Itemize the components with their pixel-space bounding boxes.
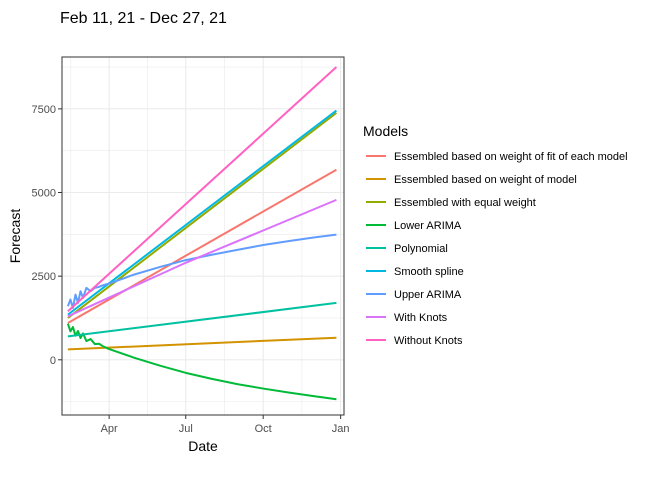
legend-label: Smooth spline xyxy=(394,266,464,278)
x-tick-label: Jul xyxy=(179,423,193,435)
series-line xyxy=(67,336,337,351)
y-tick-label: 2500 xyxy=(32,271,56,283)
legend: Models Essembled based on weight of fit … xyxy=(363,123,628,347)
series-line xyxy=(67,168,337,324)
chart-title: Feb 11, 21 - Dec 27, 21 xyxy=(60,10,227,27)
y-tick-label: 0 xyxy=(50,355,56,367)
legend-label: Essembled based on weight of fit of each… xyxy=(394,151,628,163)
legend-label: Essembled based on weight of model xyxy=(394,174,577,186)
legend-title: Models xyxy=(363,123,408,139)
legend-label: Without Knots xyxy=(394,335,463,347)
legend-label: Lower ARIMA xyxy=(394,220,462,232)
x-axis: Apr Jul Oct Jan xyxy=(101,415,350,435)
y-axis-label: Forecast xyxy=(7,209,23,264)
series-line xyxy=(67,112,338,319)
series-line xyxy=(67,66,338,313)
y-axis: 0 2500 5000 7500 xyxy=(32,104,62,367)
y-tick-label: 7500 xyxy=(32,104,56,116)
legend-label: Upper ARIMA xyxy=(394,289,462,301)
x-tick-label: Apr xyxy=(101,423,118,435)
legend-label: With Knots xyxy=(394,312,448,324)
x-tick-label: Oct xyxy=(255,423,272,435)
x-axis-label: Date xyxy=(188,438,218,454)
series-lines xyxy=(66,66,338,401)
major-gridlines xyxy=(62,57,344,415)
series-line xyxy=(66,323,337,401)
legend-label: Polynomial xyxy=(394,243,448,255)
y-tick-label: 5000 xyxy=(32,188,56,200)
series-line xyxy=(67,301,337,338)
legend-label: Essembled with equal weight xyxy=(394,197,536,209)
plot-panel xyxy=(61,56,345,416)
series-line xyxy=(66,233,337,309)
panel-border xyxy=(61,56,345,416)
series-line xyxy=(67,198,337,318)
series-line xyxy=(67,109,338,316)
x-tick-label: Jan xyxy=(332,423,350,435)
